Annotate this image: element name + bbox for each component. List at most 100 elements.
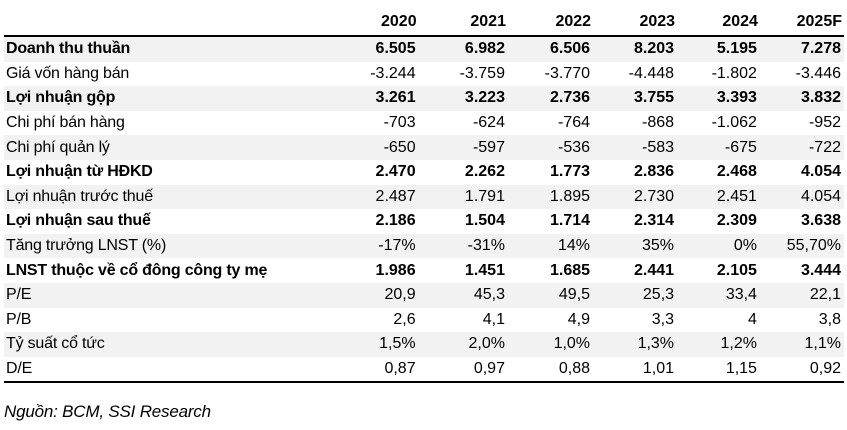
year-header: 2024 [677,8,760,37]
row-label: Doanh thu thuần [4,36,329,62]
cell-value: 2.441 [633,261,675,279]
cell-value: 0,97 [418,356,508,384]
cell-value: 2.836 [633,163,675,181]
cell-value: 1,3% [593,332,678,357]
header-row: 2020 2021 2022 2023 2024 2025F [4,8,844,37]
table-row: Tỷ suất cổ tức 1,5% 2,0% 1,0% 1,3% 1,2% 1,1% [4,332,844,357]
cell-value: 2.309 [716,212,757,230]
cell-value: -1.802 [711,64,757,82]
row-label: Chi phí bán hàng [6,114,125,132]
cell-value: -17% [328,233,419,259]
table-row: P/B 2,6 4,1 4,9 3,3 4 3,8 [4,308,844,333]
cell-value: 1.986 [375,261,416,279]
row-label: Tăng trưởng LNST (%) [4,233,329,259]
cell-value: -597 [418,135,508,160]
cell-value: 1.791 [418,184,508,210]
cell-value: -650 [328,135,419,160]
table-row: LNST thuộc về cổ đông công ty mẹ 1.986 1.4… [4,258,844,283]
table-row: P/E 20,9 45,3 49,5 25,3 33,4 22,1 [4,282,844,308]
cell-value: 4.054 [759,184,844,210]
cell-value: 4 [748,310,757,328]
cell-value: -536 [507,135,594,160]
table-row: Lợi nhuận trước thuế 2.487 1.791 1.895 2.730… [4,184,844,210]
cell-value: 45,3 [418,282,508,308]
row-label: Lợi nhuận trước thuế [4,184,329,210]
cell-value: 3.832 [759,86,844,111]
cell-value: -3.446 [795,64,841,82]
cell-value: 1,01 [593,356,678,384]
cell-value: 14% [507,233,594,259]
row-label: Tỷ suất cổ tức [4,332,329,357]
cell-value: 2.468 [716,163,757,181]
cell-value: 49,5 [507,282,594,308]
cell-value: 3.638 [800,212,841,230]
cell-value: -952 [808,114,841,132]
table-row: Chi phí quản lý -650 -597 -536 -583 -675 -722 [4,135,844,160]
cell-value: 2,6 [393,310,416,328]
cell-value: -624 [472,114,505,132]
table-row: Lợi nhuận gộp 3.261 3.223 2.736 3.755 3.393 3.… [4,86,844,111]
cell-value: -3.244 [370,64,416,82]
cell-value: 6.506 [507,36,594,62]
cell-value: 5.195 [677,36,760,62]
cell-value: 4,9 [567,310,591,328]
cell-value: 6.505 [328,36,419,62]
table-header: 2020 2021 2022 2023 2024 2025F [4,8,844,37]
cell-value: 1.504 [464,212,505,230]
cell-value: -31% [418,233,508,259]
cell-value: 2.105 [716,261,757,279]
header-label [4,8,329,37]
cell-value: 55,70% [759,233,844,259]
year-header: 2020 [328,8,419,37]
cell-value: 3.393 [677,86,760,111]
cell-value: -703 [383,114,416,132]
cell-value: 3.444 [800,261,841,279]
cell-value: 22,1 [759,282,844,308]
cell-value: 2.487 [328,184,419,210]
cell-value: 4.054 [800,163,841,181]
year-header: 2023 [593,8,678,37]
cell-value: 2.730 [593,184,678,210]
year-header: 2021 [418,8,508,37]
cell-value: 0,88 [507,356,594,384]
cell-value: 1.714 [549,212,591,230]
cell-value: -3.759 [459,64,505,82]
cell-value: 2.451 [677,184,760,210]
cell-value: -4.448 [628,64,675,82]
cell-value: -583 [593,135,678,160]
cell-value: 1,5% [328,332,419,357]
cell-value: -722 [759,135,844,160]
cell-value: 1,1% [759,332,844,357]
cell-value: -868 [642,114,675,132]
cell-value: 2,0% [418,332,508,357]
cell-value: 4,1 [482,310,505,328]
table-row: Lợi nhuận từ HĐKD 2.470 2.262 1.773 2.836 2.4… [4,160,844,185]
financial-table: 2020 2021 2022 2023 2024 2025F Doanh thu… [4,8,844,384]
table-body: Doanh thu thuần 6.505 6.982 6.506 8.203 5.195… [4,36,844,384]
row-label: LNST thuộc về cổ đông công ty mẹ [6,261,268,279]
row-label: Giá vốn hàng bán [6,64,130,82]
cell-value: 20,9 [328,282,419,308]
cell-value: 2.314 [633,212,675,230]
cell-value: 2.470 [375,163,416,181]
row-label: Lợi nhuận sau thuế [6,212,151,230]
cell-value: 1,15 [677,356,760,384]
cell-value: 1.895 [507,184,594,210]
cell-value: -1.062 [711,114,757,132]
row-label: Chi phí quản lý [4,135,329,160]
cell-value: -675 [677,135,760,160]
cell-value: 33,4 [677,282,760,308]
row-label: Lợi nhuận gộp [4,86,329,111]
table-row: Giá vốn hàng bán -3.244 -3.759 -3.770 -4.448… [4,62,844,87]
cell-value: 0,92 [759,356,844,384]
cell-value: -3.770 [544,64,591,82]
cell-value: 3,8 [818,310,841,328]
cell-value: 3.261 [328,86,419,111]
cell-value: 3.223 [418,86,508,111]
table-row: Doanh thu thuần 6.505 6.982 6.506 8.203 5.195… [4,36,844,62]
cell-value: -764 [558,114,591,132]
cell-value: 1.685 [549,261,591,279]
cell-value: 3,3 [651,310,675,328]
cell-value: 35% [593,233,678,259]
